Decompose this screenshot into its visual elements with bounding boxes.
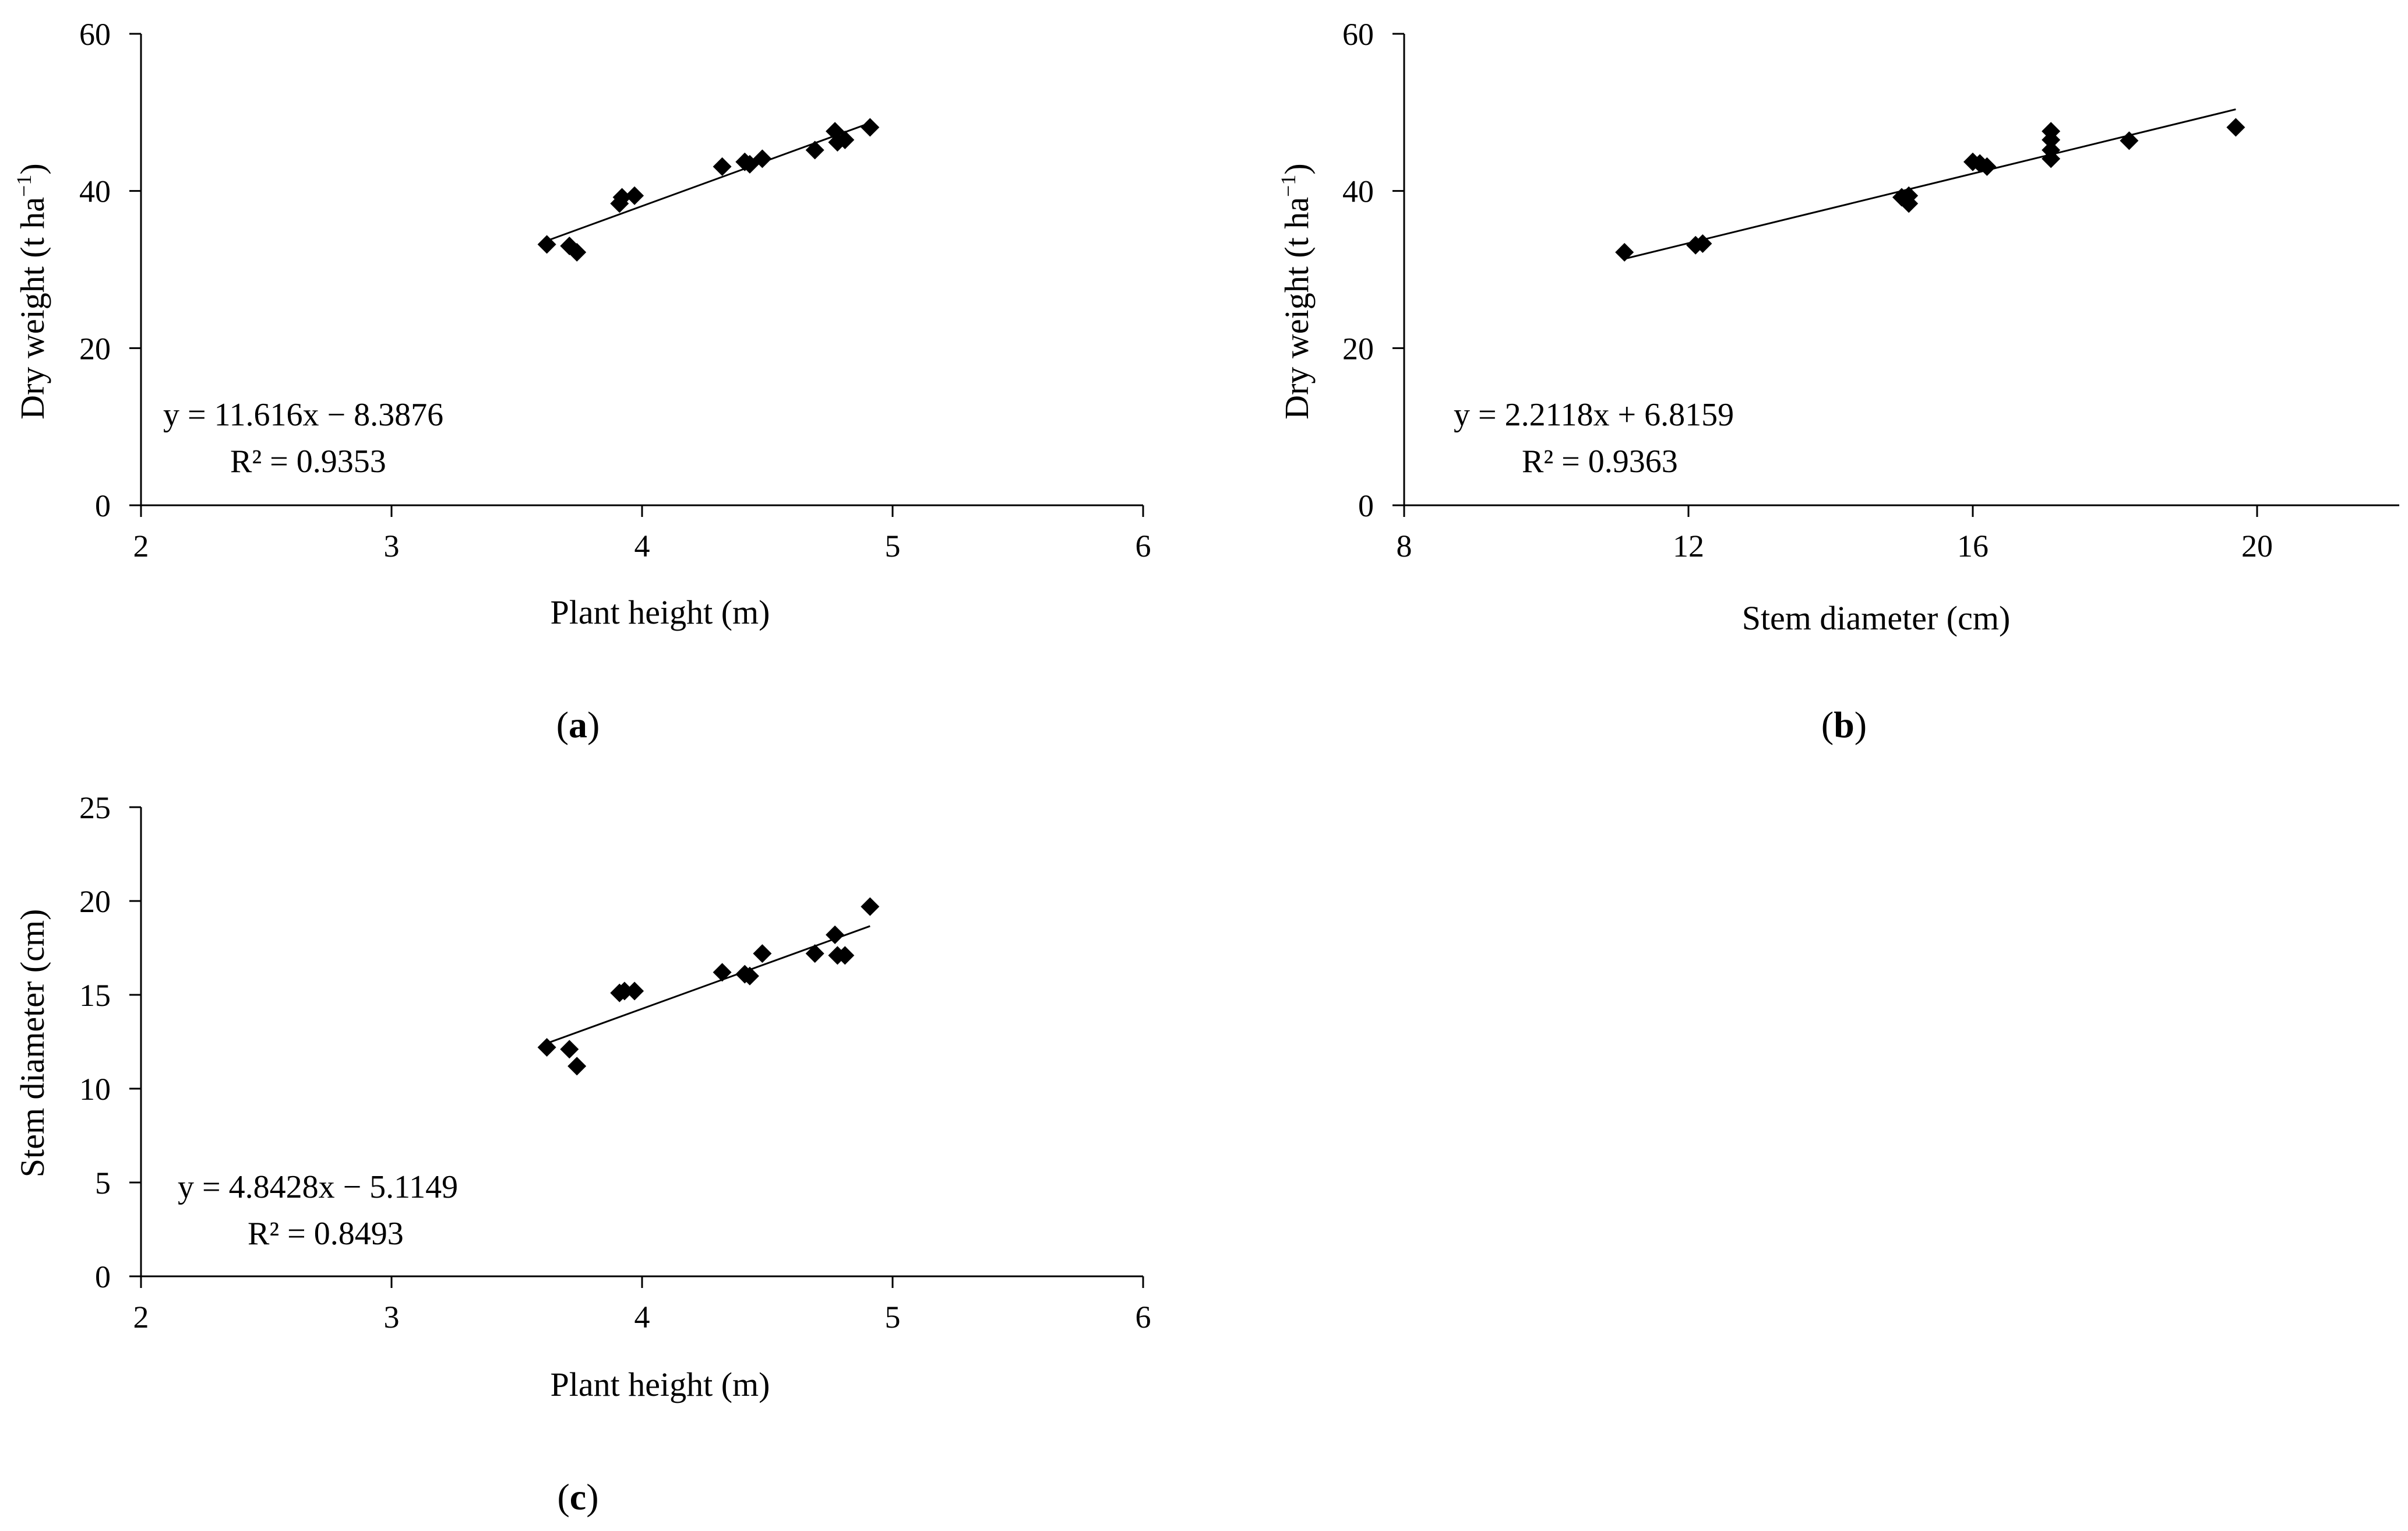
chart-b: Stem diameter (cm) Dry weight (t ha−1) y… bbox=[1277, 17, 2399, 745]
regression-equation: y = 2.2118x + 6.8159 bbox=[1454, 397, 1734, 433]
regression-equation: y = 4.8428x − 5.1149 bbox=[178, 1169, 458, 1205]
data-point bbox=[2042, 131, 2061, 150]
y-axis-label-main: Dry weight (t ha bbox=[13, 197, 51, 420]
y-tick-label: 60 bbox=[1342, 17, 1374, 52]
data-point bbox=[835, 946, 855, 965]
y-tick-label: 0 bbox=[95, 488, 111, 523]
panel-letter: a bbox=[569, 704, 587, 745]
trendline bbox=[547, 122, 870, 242]
data-point bbox=[612, 188, 632, 207]
x-tick-label: 16 bbox=[1957, 529, 1989, 564]
data-point bbox=[1615, 242, 1634, 262]
y-tick-label: 20 bbox=[79, 884, 111, 919]
y-axis-label-main: Dry weight (t ha bbox=[1278, 197, 1316, 420]
data-point bbox=[713, 157, 732, 176]
y-tick-label: 60 bbox=[79, 17, 111, 52]
regression-equation: y = 11.616x − 8.3876 bbox=[163, 397, 443, 433]
panel-label-c: (c) bbox=[557, 1476, 598, 1518]
data-point bbox=[713, 963, 732, 982]
data-point bbox=[861, 897, 880, 916]
y-tick-label: 10 bbox=[79, 1072, 111, 1107]
x-tick-label: 3 bbox=[384, 1300, 400, 1335]
y-tick-label: 15 bbox=[79, 978, 111, 1013]
data-point bbox=[560, 1040, 579, 1059]
x-tick-label: 2 bbox=[133, 1300, 149, 1335]
y-axis-label: Dry weight (t ha−1) bbox=[12, 163, 51, 419]
y-tick-label: 25 bbox=[79, 790, 111, 825]
r-squared: R² = 0.8493 bbox=[248, 1216, 404, 1252]
y-tick-label: 20 bbox=[1342, 331, 1374, 366]
data-point bbox=[753, 944, 772, 963]
trendline bbox=[1624, 108, 2236, 260]
x-tick-label: 4 bbox=[634, 1300, 650, 1335]
y-tick-label: 20 bbox=[79, 331, 111, 366]
y-axis-label: Stem diameter (cm) bbox=[13, 909, 51, 1178]
r-squared: R² = 0.9353 bbox=[230, 444, 386, 480]
y-tick-label: 40 bbox=[79, 174, 111, 209]
chart-c: Plant height (m) Stem diameter (cm) y = … bbox=[13, 790, 1151, 1518]
x-axis-label: Stem diameter (cm) bbox=[1742, 599, 2011, 637]
data-point bbox=[2226, 118, 2245, 137]
data-point bbox=[805, 944, 824, 963]
data-point bbox=[1693, 234, 1712, 254]
y-tick-label: 0 bbox=[1358, 488, 1374, 523]
y-axis-label-sup: −1 bbox=[12, 175, 36, 197]
r-squared: R² = 0.9363 bbox=[1522, 444, 1678, 480]
data-point bbox=[805, 140, 824, 160]
x-tick-label: 6 bbox=[1136, 529, 1151, 564]
x-tick-label: 5 bbox=[885, 529, 901, 564]
panel-label-a: (a) bbox=[556, 704, 600, 745]
x-axis-label: Plant height (m) bbox=[551, 1365, 770, 1403]
x-tick-label: 20 bbox=[2241, 529, 2273, 564]
y-axis-label-tail: ) bbox=[13, 163, 51, 174]
data-point bbox=[1899, 186, 1919, 205]
data-point bbox=[615, 981, 634, 1001]
x-tick-label: 2 bbox=[133, 529, 149, 564]
y-tick-label: 40 bbox=[1342, 174, 1374, 209]
y-tick-label: 5 bbox=[95, 1166, 111, 1201]
y-axis-label: Dry weight (t ha−1) bbox=[1277, 163, 1316, 419]
data-point bbox=[537, 235, 556, 254]
panel-label-b: (b) bbox=[1821, 704, 1867, 745]
data-point bbox=[2042, 149, 2061, 168]
data-point bbox=[625, 186, 644, 205]
panel-letter: b bbox=[1834, 704, 1855, 745]
x-axis-label: Plant height (m) bbox=[551, 593, 770, 631]
data-point bbox=[1977, 157, 1997, 176]
x-tick-label: 4 bbox=[634, 529, 650, 564]
y-axis-label-tail: ) bbox=[1278, 163, 1316, 174]
data-point bbox=[826, 925, 845, 944]
chart-a: Plant height (m) Dry weight (t ha−1) y =… bbox=[12, 17, 1151, 745]
panel-letter: c bbox=[570, 1476, 586, 1518]
data-point bbox=[740, 966, 759, 986]
y-tick-label: 0 bbox=[95, 1259, 111, 1294]
trendline bbox=[547, 925, 870, 1044]
data-point bbox=[625, 981, 644, 1001]
x-tick-label: 5 bbox=[885, 1300, 901, 1335]
y-axis-label-sup: −1 bbox=[1277, 175, 1300, 197]
data-point bbox=[567, 242, 587, 262]
x-tick-label: 6 bbox=[1136, 1300, 1151, 1335]
data-point bbox=[537, 1038, 556, 1057]
data-point bbox=[567, 1057, 587, 1076]
x-tick-label: 12 bbox=[1673, 529, 1704, 564]
x-tick-label: 3 bbox=[384, 529, 400, 564]
data-point bbox=[861, 118, 880, 137]
x-tick-label: 8 bbox=[1397, 529, 1412, 564]
data-point bbox=[2120, 131, 2139, 150]
data-point bbox=[753, 149, 772, 168]
data-point bbox=[835, 131, 855, 150]
